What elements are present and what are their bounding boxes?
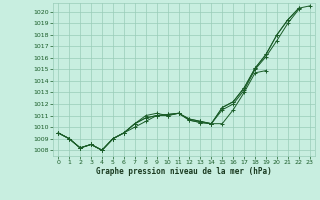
X-axis label: Graphe pression niveau de la mer (hPa): Graphe pression niveau de la mer (hPa) — [96, 167, 272, 176]
